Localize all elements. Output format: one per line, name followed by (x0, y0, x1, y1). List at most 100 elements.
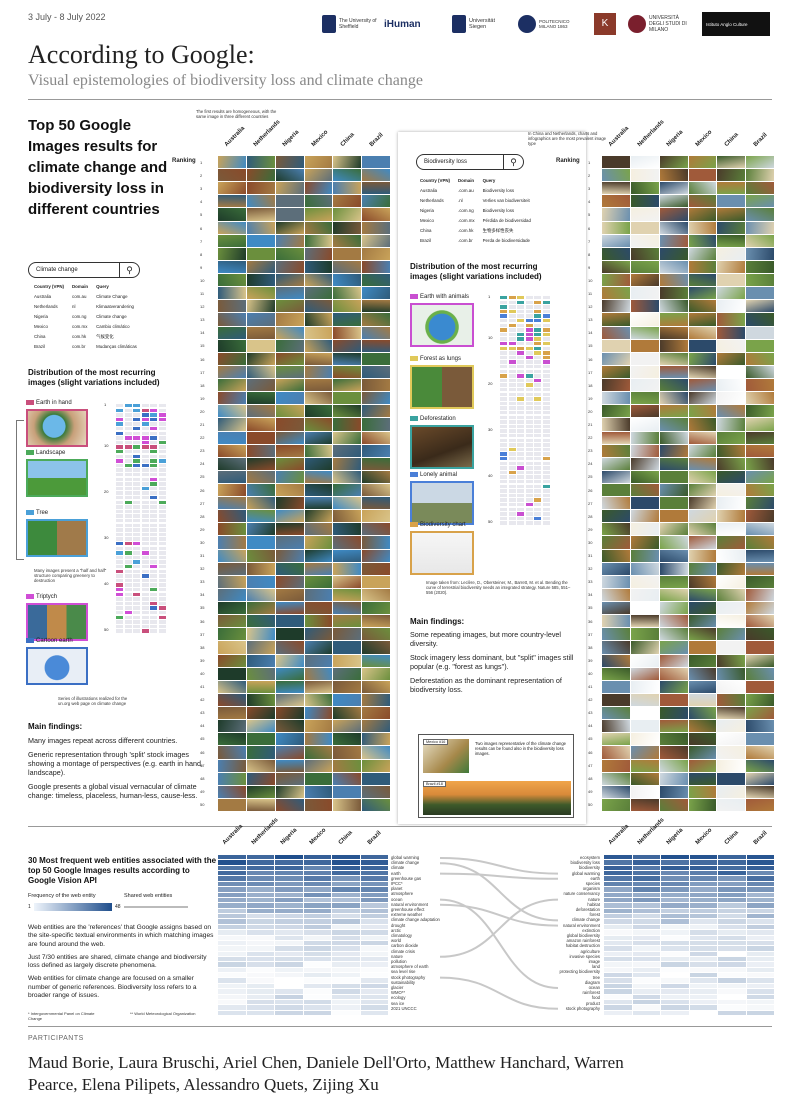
heatmap-cell (360, 876, 388, 881)
grid-thumbnail (246, 195, 275, 208)
distribution-cell (158, 551, 166, 555)
distribution-cell (141, 477, 149, 481)
page-subtitle: Visual epistemologies of biodiversity lo… (28, 72, 423, 89)
heatmap-cell (304, 989, 332, 993)
distribution-cell (517, 489, 524, 493)
heatmap-cell (661, 956, 689, 962)
category-label: Earth in hand (26, 400, 72, 406)
rank-number: 32 (588, 566, 593, 572)
grid-thumbnail (630, 234, 659, 247)
heatmap-cell (246, 903, 274, 908)
grid-thumbnail (717, 352, 746, 365)
heatmap-cell (218, 914, 246, 919)
rank-number: 21 (588, 422, 593, 427)
distribution-cell (508, 360, 516, 364)
rank-number: 17 (200, 369, 205, 375)
distribution-cell (500, 305, 507, 309)
distribution-cell (508, 314, 516, 318)
distribution-cell (517, 452, 524, 456)
distribution-cell (534, 480, 541, 484)
country-header: China (723, 131, 740, 148)
bio-query-table: Country (VPN) Domain Query Australia .com.a… (420, 178, 531, 243)
grid-thumbnail (602, 247, 630, 260)
rank-number: 13 (588, 317, 593, 323)
grid-thumbnail (362, 221, 390, 234)
distribution-cell (158, 440, 166, 445)
grid-thumbnail (602, 156, 630, 169)
distribution-cell (158, 528, 166, 532)
heatmap-cell (632, 962, 660, 967)
grid-thumbnail (717, 772, 746, 785)
distribution-cell (141, 597, 149, 601)
distribution-cell (116, 615, 123, 619)
grid-thumbnail (659, 287, 688, 300)
grid-thumbnail (746, 785, 774, 798)
grid-thumbnail (659, 221, 688, 234)
rank-number: 47 (588, 762, 593, 768)
climate-findings: Many images repeat across different coun… (28, 736, 206, 805)
heatmap-cell (604, 903, 632, 908)
distribution-cell (141, 560, 149, 564)
grid-thumbnail (630, 746, 659, 759)
logo-unimi: UNIVERSITÀ DEGLI STUDI DI MILANO (628, 12, 689, 36)
distribution-cell (116, 588, 123, 592)
grid-thumbnail (246, 654, 275, 667)
grid-thumbnail (630, 602, 659, 615)
grid-thumbnail (246, 628, 275, 641)
grid-thumbnail (333, 759, 362, 772)
grid-thumbnail (333, 313, 362, 326)
distribution-cell (525, 323, 533, 327)
distribution-cell (150, 551, 157, 555)
distribution-cell (525, 392, 533, 396)
grid-thumbnail (688, 365, 717, 379)
grid-thumbnail (304, 169, 333, 182)
heatmap-cell (247, 978, 275, 982)
bio-finding-1: Some repeating images, but more country-… (410, 630, 562, 648)
distribution-cell (542, 424, 550, 429)
heatmap-cell (332, 897, 360, 903)
heatmap-cell (332, 951, 360, 956)
heatmap-cell (689, 978, 717, 983)
rank-number: 2 (200, 173, 203, 179)
distribution-cell (124, 468, 132, 472)
heatmap-cell (218, 983, 246, 989)
shared-entity-link (440, 898, 559, 958)
heatmap-cell (246, 924, 274, 930)
distribution-cell (525, 342, 533, 346)
heatmap-cell (246, 855, 274, 860)
distribution-cell (542, 378, 550, 383)
distribution-cell (525, 498, 533, 502)
distribution-cell (116, 482, 123, 486)
distribution-cell (542, 480, 550, 484)
grid-thumbnail (362, 680, 390, 693)
distribution-cell (158, 569, 166, 573)
distribution-cell (525, 296, 533, 300)
climate-findings-heading: Main findings: (28, 722, 83, 731)
grid-thumbnail (602, 195, 630, 208)
distribution-cell (141, 542, 149, 546)
category-thumbnail (26, 519, 88, 557)
distribution-cell (508, 434, 516, 438)
heatmap-cell (246, 940, 274, 946)
distribution-cell (534, 397, 541, 401)
grid-thumbnail (218, 169, 246, 182)
distribution-cell (133, 468, 140, 472)
rank-number: 25 (200, 474, 205, 480)
grid-thumbnail (630, 707, 659, 720)
distribution-cell (525, 489, 533, 493)
grid-thumbnail (602, 470, 630, 483)
grid-thumbnail (659, 352, 688, 365)
entity-label: biodiversity loss (570, 860, 600, 866)
divider-top (28, 99, 772, 100)
rank-number: 23 (200, 448, 205, 454)
grid-thumbnail (218, 536, 246, 549)
entity-label: drought (391, 922, 406, 928)
grid-thumbnail (717, 169, 746, 182)
distribution-cell (517, 484, 524, 488)
grid-thumbnail (218, 615, 246, 628)
heatmap-cell (718, 887, 746, 892)
grid-thumbnail (746, 352, 774, 365)
heatmap-cell (718, 903, 746, 908)
distribution-cell (508, 438, 516, 442)
distribution-cell (124, 578, 132, 583)
